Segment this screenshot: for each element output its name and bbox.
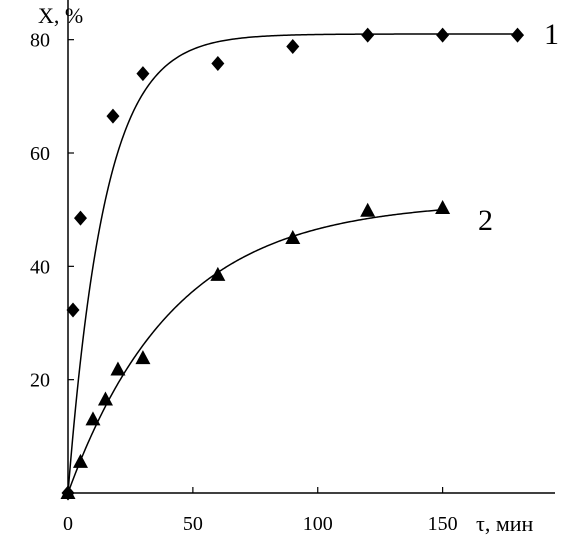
data-markers — [60, 27, 525, 501]
diamond-marker — [106, 108, 120, 124]
triangle-marker — [72, 453, 88, 468]
diamond-marker — [361, 27, 375, 43]
x-tick-label: 50 — [183, 513, 203, 535]
x-tick-label: 100 — [303, 513, 333, 535]
y-tick-label: 80 — [30, 30, 50, 52]
triangle-marker — [97, 391, 113, 406]
triangle-marker — [285, 230, 301, 244]
diamond-marker — [436, 27, 450, 43]
fit-curve-1 — [67, 33, 518, 494]
fit-curve-2 — [67, 209, 443, 494]
axes: 0 50 100 150 20 40 60 80 — [30, 0, 555, 535]
diamond-marker — [73, 210, 87, 226]
diamond-marker — [286, 38, 300, 54]
chart-labels: X, % τ, мин 1 2 — [38, 3, 559, 536]
triangle-marker — [110, 361, 126, 376]
diamond-marker — [66, 302, 80, 318]
triangle-marker — [60, 485, 76, 499]
x-tick-label: 150 — [428, 513, 458, 535]
y-tick-label: 60 — [30, 143, 50, 165]
triangle-marker — [435, 199, 451, 214]
y-tick-label: 40 — [30, 256, 50, 278]
diamond-marker — [511, 27, 525, 43]
triangle-marker — [135, 350, 151, 365]
diamond-marker — [211, 55, 225, 71]
triangle-marker — [360, 202, 376, 217]
x-tick-label: 0 — [63, 513, 73, 535]
y-tick-label: 20 — [30, 370, 50, 392]
fit-curves — [67, 33, 518, 494]
triangle-marker — [210, 266, 226, 281]
diamond-marker — [136, 66, 150, 82]
x-axis-title: τ, мин — [476, 511, 534, 536]
curve-label-2: 2 — [478, 204, 493, 237]
triangle-marker — [85, 411, 101, 426]
y-axis-title: X, % — [38, 3, 83, 28]
curve-label-1: 1 — [544, 18, 559, 51]
